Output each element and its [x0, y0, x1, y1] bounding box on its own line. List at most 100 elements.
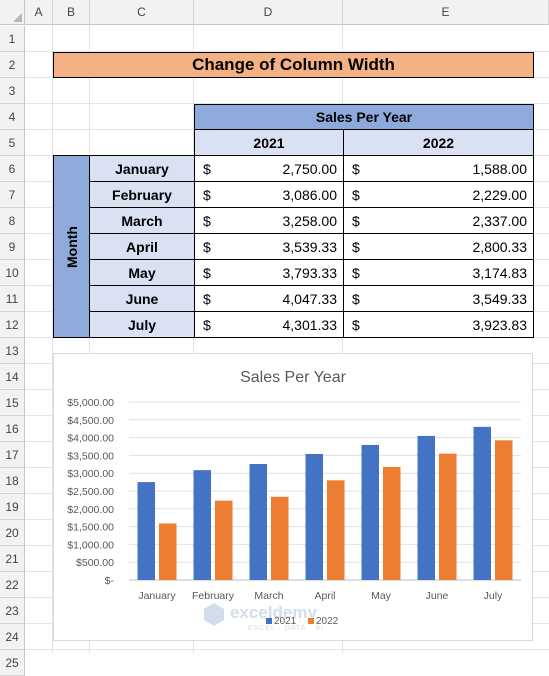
month-axis-cell[interactable]: Month — [53, 155, 90, 338]
column-gridline — [89, 25, 90, 653]
bar-2022-july[interactable] — [495, 440, 513, 580]
month-label: May — [128, 264, 156, 281]
row-header-7[interactable]: 7 — [0, 182, 25, 208]
sales-value: 4,047.33 — [282, 290, 338, 307]
table-title: Change of Column Width — [192, 55, 395, 74]
row-header-23[interactable]: 23 — [0, 598, 25, 624]
sales-per-year-header: Sales Per Year — [315, 109, 413, 125]
bar-2021-march[interactable] — [249, 464, 268, 580]
x-tick-label: May — [371, 590, 392, 602]
sales-value-cell-2022[interactable]: $3,174.83 — [343, 259, 534, 286]
sales-value-cell-2022[interactable]: $1,588.00 — [343, 155, 534, 182]
bar-2021-june[interactable] — [417, 435, 436, 580]
sales-value-cell-2022[interactable]: $2,800.33 — [343, 233, 534, 260]
year-2021-header-cell[interactable]: 2021 — [194, 129, 344, 156]
sales-value-cell-2021[interactable]: $3,793.33 — [194, 259, 344, 286]
sales-value: 3,174.83 — [472, 264, 528, 281]
sales-value-cell-2021[interactable]: $4,047.33 — [194, 285, 344, 312]
month-cell[interactable]: April — [89, 233, 195, 260]
bar-2022-april[interactable] — [327, 480, 345, 580]
row-header-11[interactable]: 11 — [0, 286, 25, 312]
month-cell[interactable]: May — [89, 259, 195, 286]
bar-2022-june[interactable] — [439, 453, 457, 580]
y-tick-label: $5,000.00 — [67, 397, 114, 409]
row-header-25[interactable]: 25 — [0, 650, 25, 676]
month-cell[interactable]: March — [89, 207, 195, 234]
sales-value-cell-2022[interactable]: $3,923.83 — [343, 311, 534, 338]
row-header-13[interactable]: 13 — [0, 338, 25, 364]
month-cell[interactable]: June — [89, 285, 195, 312]
sales-value-cell-2021[interactable]: $4,301.33 — [194, 311, 344, 338]
select-all-corner[interactable] — [0, 0, 25, 25]
row-header-18[interactable]: 18 — [0, 468, 25, 494]
row-header-24[interactable]: 24 — [0, 624, 25, 650]
row-header-14[interactable]: 14 — [0, 364, 25, 390]
bar-2022-january[interactable] — [159, 523, 177, 580]
currency-symbol: $ — [203, 160, 211, 177]
row-header-10[interactable]: 10 — [0, 260, 25, 286]
row-header-1[interactable]: 1 — [0, 26, 25, 52]
sales-per-year-header-cell[interactable]: Sales Per Year — [194, 104, 534, 130]
column-header-e[interactable]: E — [343, 0, 549, 25]
currency-symbol: $ — [203, 238, 211, 255]
row-header-15[interactable]: 15 — [0, 390, 25, 416]
currency-symbol: $ — [352, 316, 360, 333]
sales-value-cell-2022[interactable]: $2,229.00 — [343, 181, 534, 208]
y-tick-label: $3,000.00 — [67, 468, 114, 480]
column-header-d[interactable]: D — [194, 0, 343, 25]
row-header-9[interactable]: 9 — [0, 234, 25, 260]
currency-symbol: $ — [352, 160, 360, 177]
row-header-2[interactable]: 2 — [0, 52, 25, 78]
currency-symbol: $ — [203, 212, 211, 229]
sales-value-cell-2022[interactable]: $3,549.33 — [343, 285, 534, 312]
month-cell[interactable]: January — [89, 155, 195, 182]
bar-2022-february[interactable] — [215, 500, 233, 580]
sales-value: 2,229.00 — [472, 186, 528, 203]
sales-value: 4,301.33 — [282, 316, 338, 333]
row-header-6[interactable]: 6 — [0, 156, 25, 182]
currency-symbol: $ — [352, 186, 360, 203]
bar-2022-may[interactable] — [383, 466, 401, 580]
sales-value: 3,793.33 — [282, 264, 338, 281]
sales-value-cell-2021[interactable]: $3,258.00 — [194, 207, 344, 234]
sales-value-cell-2021[interactable]: $3,086.00 — [194, 181, 344, 208]
bar-2021-july[interactable] — [473, 426, 492, 580]
watermark-logo-icon — [204, 603, 224, 626]
row-header-8[interactable]: 8 — [0, 208, 25, 234]
row-header-19[interactable]: 19 — [0, 494, 25, 520]
row-header-17[interactable]: 17 — [0, 442, 25, 468]
row-header-3[interactable]: 3 — [0, 78, 25, 104]
sales-value-cell-2021[interactable]: $3,539.33 — [194, 233, 344, 260]
sales-value-cell-2022[interactable]: $2,337.00 — [343, 207, 534, 234]
column-gridline — [52, 25, 53, 653]
month-cell[interactable]: July — [89, 311, 195, 338]
sales-value: 3,086.00 — [282, 186, 338, 203]
column-header-a[interactable]: A — [25, 0, 53, 25]
sales-chart[interactable]: Sales Per Year $- $500.00 $1,000.00 $1,500.0… — [53, 353, 533, 641]
month-cell[interactable]: February — [89, 181, 195, 208]
sales-value: 3,923.83 — [472, 316, 528, 333]
column-header-c[interactable]: C — [90, 0, 194, 25]
sales-value-cell-2021[interactable]: $2,750.00 — [194, 155, 344, 182]
bar-2022-march[interactable] — [271, 496, 289, 580]
row-header-16[interactable]: 16 — [0, 416, 25, 442]
y-tick-label: $1,000.00 — [67, 539, 114, 551]
currency-symbol: $ — [352, 212, 360, 229]
row-header-22[interactable]: 22 — [0, 572, 25, 598]
row-header-5[interactable]: 5 — [0, 130, 25, 156]
row-header-20[interactable]: 20 — [0, 520, 25, 546]
currency-symbol: $ — [203, 264, 211, 281]
y-tick-label: $2,000.00 — [67, 504, 114, 516]
bar-2021-april[interactable] — [305, 453, 324, 580]
bar-2021-january[interactable] — [137, 482, 156, 580]
row-header-21[interactable]: 21 — [0, 546, 25, 572]
year-2022-header-cell[interactable]: 2022 — [343, 129, 534, 156]
column-header-b[interactable]: B — [53, 0, 90, 25]
row-header-12[interactable]: 12 — [0, 312, 25, 338]
row-header-4[interactable]: 4 — [0, 104, 25, 130]
bar-2021-may[interactable] — [361, 444, 380, 580]
bar-2021-february[interactable] — [193, 470, 212, 580]
y-tick-label: $2,500.00 — [67, 486, 114, 498]
row-gridline — [25, 649, 549, 650]
table-title-cell[interactable]: Change of Column Width — [53, 52, 534, 78]
